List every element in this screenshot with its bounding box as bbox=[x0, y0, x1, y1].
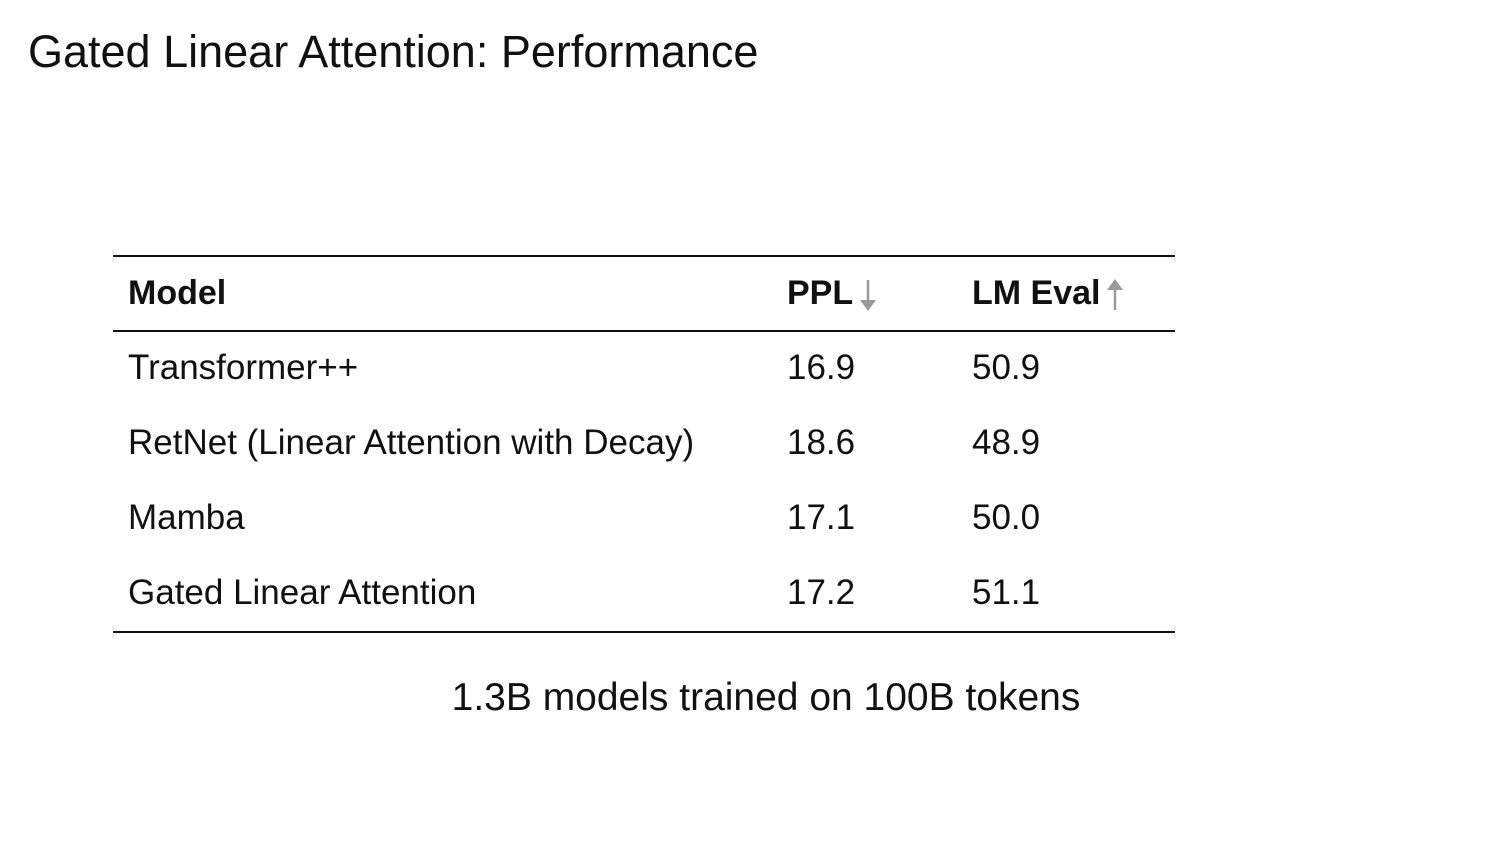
header-text: LM Eval bbox=[972, 274, 1101, 312]
header-cell: LM Eval bbox=[972, 273, 1124, 313]
header-cell: PPL bbox=[787, 273, 877, 313]
table-cell: 50.0 bbox=[972, 498, 1041, 537]
table-header-rule bbox=[113, 330, 1175, 332]
table-cell: 17.1 bbox=[787, 498, 856, 537]
table-cell: RetNet (Linear Attention with Decay) bbox=[128, 423, 695, 462]
table-cell: 51.1 bbox=[972, 573, 1041, 612]
table-cell: 48.9 bbox=[972, 423, 1041, 462]
table-cell: Gated Linear Attention bbox=[128, 573, 477, 612]
up-arrow bbox=[1107, 279, 1124, 311]
down-arrow bbox=[860, 280, 877, 312]
header-text: PPL bbox=[787, 274, 854, 312]
table-bottom-rule bbox=[113, 631, 1175, 633]
table-cell: Transformer++ bbox=[128, 348, 359, 387]
table-cell: Mamba bbox=[128, 498, 245, 537]
header-text: Model bbox=[128, 274, 227, 312]
table-top-rule bbox=[113, 255, 1175, 257]
table-cell: 17.2 bbox=[787, 573, 856, 612]
table-cell: 18.6 bbox=[787, 423, 856, 462]
table-cell: 50.9 bbox=[972, 348, 1041, 387]
header-cell: Model bbox=[128, 273, 226, 313]
caption: 1.3B models trained on 100B tokens bbox=[451, 676, 1081, 719]
table-cell: 16.9 bbox=[787, 348, 856, 387]
slide-title: Gated Linear Attention: Performance bbox=[28, 26, 759, 77]
